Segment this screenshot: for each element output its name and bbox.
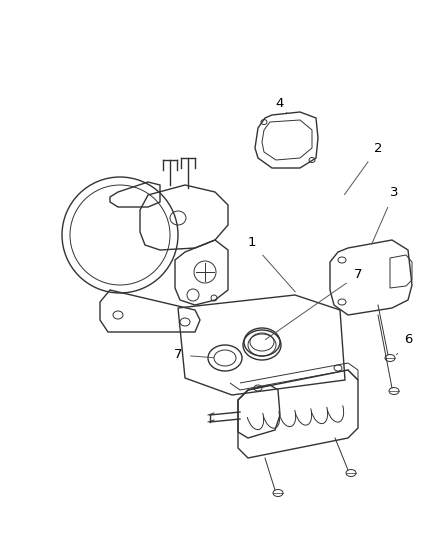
Text: 1: 1: [247, 237, 295, 292]
Text: 3: 3: [371, 187, 397, 244]
Text: 4: 4: [275, 96, 286, 113]
Text: 6: 6: [396, 334, 411, 354]
Text: 7: 7: [265, 269, 361, 340]
Text: 2: 2: [344, 141, 381, 195]
Text: 7: 7: [173, 349, 213, 361]
